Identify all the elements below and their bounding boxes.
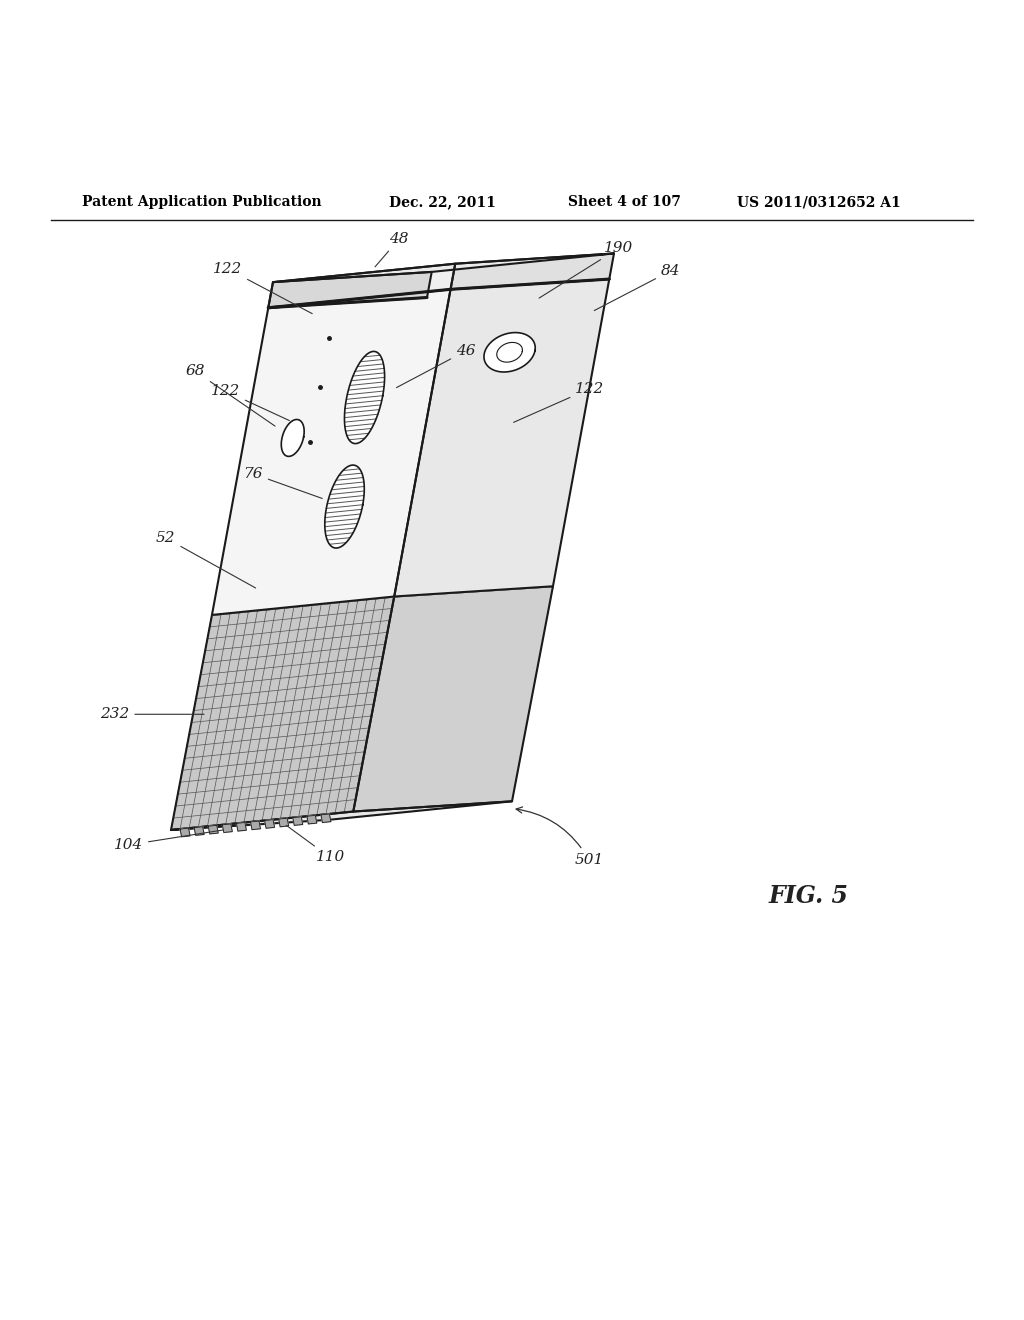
Text: 122: 122 bbox=[211, 384, 290, 421]
Polygon shape bbox=[279, 818, 289, 826]
Text: 232: 232 bbox=[100, 708, 204, 721]
Text: 48: 48 bbox=[375, 232, 409, 267]
Text: Dec. 22, 2011: Dec. 22, 2011 bbox=[389, 195, 496, 210]
Text: 190: 190 bbox=[539, 242, 633, 298]
Polygon shape bbox=[237, 822, 247, 832]
Polygon shape bbox=[325, 465, 365, 548]
Polygon shape bbox=[212, 289, 451, 615]
Text: 46: 46 bbox=[396, 345, 475, 388]
Polygon shape bbox=[264, 820, 274, 828]
Polygon shape bbox=[344, 351, 385, 444]
Polygon shape bbox=[180, 828, 190, 837]
Polygon shape bbox=[251, 821, 260, 830]
Polygon shape bbox=[484, 333, 536, 372]
Text: Patent Application Publication: Patent Application Publication bbox=[82, 195, 322, 210]
Polygon shape bbox=[293, 817, 303, 825]
Polygon shape bbox=[451, 253, 614, 289]
Text: 68: 68 bbox=[185, 364, 275, 426]
Text: Sheet 4 of 107: Sheet 4 of 107 bbox=[568, 195, 681, 210]
Text: 110: 110 bbox=[287, 825, 345, 865]
Text: 84: 84 bbox=[594, 264, 680, 310]
Polygon shape bbox=[394, 279, 609, 597]
Polygon shape bbox=[353, 586, 553, 812]
Text: US 2011/0312652 A1: US 2011/0312652 A1 bbox=[737, 195, 901, 210]
Text: 76: 76 bbox=[244, 467, 323, 499]
Polygon shape bbox=[307, 816, 316, 824]
Polygon shape bbox=[222, 824, 232, 833]
Polygon shape bbox=[321, 814, 331, 822]
Polygon shape bbox=[268, 264, 456, 308]
Polygon shape bbox=[282, 420, 304, 457]
Text: 122: 122 bbox=[213, 261, 312, 314]
Polygon shape bbox=[171, 597, 394, 830]
Polygon shape bbox=[268, 272, 432, 308]
Polygon shape bbox=[273, 253, 614, 282]
Polygon shape bbox=[171, 801, 512, 830]
Text: 122: 122 bbox=[514, 381, 604, 422]
Text: FIG. 5: FIG. 5 bbox=[769, 883, 849, 908]
Text: 104: 104 bbox=[114, 830, 223, 851]
Text: 52: 52 bbox=[156, 531, 256, 587]
Polygon shape bbox=[195, 826, 204, 836]
Polygon shape bbox=[208, 825, 218, 834]
Text: 501: 501 bbox=[516, 807, 603, 867]
